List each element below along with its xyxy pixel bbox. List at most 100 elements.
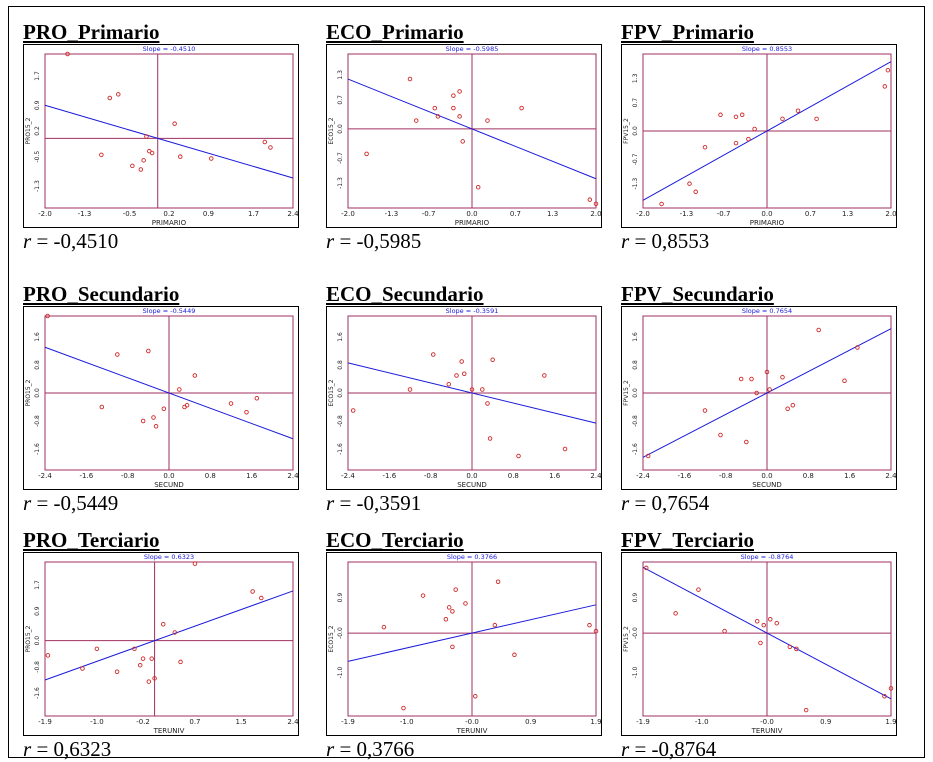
- x-tick-label: 2.4: [885, 472, 897, 480]
- data-point: [693, 189, 698, 195]
- y-tick-label: -1.6: [632, 443, 639, 455]
- x-tick-label: -1.6: [382, 472, 396, 480]
- data-point: [99, 152, 104, 158]
- x-tick-label: 0.2: [163, 210, 174, 218]
- correlation-value: -0,5449: [53, 491, 119, 515]
- y-tick-label: -1.3: [34, 180, 41, 192]
- regression-line: [347, 78, 597, 180]
- x-axis-label: TERUNIV: [153, 727, 185, 735]
- data-point: [262, 139, 268, 145]
- x-tick-label: -2.0: [341, 210, 355, 218]
- data-point: [780, 374, 785, 380]
- scatter-svg: -2.0 -1.3 -0.7 0.0 0.7 1.3 2.0 1.3 0.7 0.0 -0.7 -1.…: [326, 44, 602, 228]
- x-tick-label: -2.4: [38, 472, 52, 480]
- correlation-value: 0,7654: [651, 491, 710, 515]
- data-point: [65, 51, 70, 57]
- correlation-value: -0,8764: [651, 737, 717, 761]
- data-point: [485, 118, 490, 123]
- data-point: [754, 618, 760, 624]
- data-point: [130, 163, 135, 169]
- data-point: [733, 114, 739, 120]
- x-tick-label: -0.0: [760, 718, 774, 726]
- y-tick-label: -1.3: [632, 178, 639, 190]
- data-point: [702, 144, 708, 150]
- y-tick-label: 0.0: [632, 126, 639, 136]
- correlation-value: 0,6323: [53, 737, 112, 761]
- y-tick-label: 1.6: [632, 332, 639, 342]
- data-point: [446, 605, 452, 610]
- correlation-label: r = 0,3766: [326, 737, 415, 761]
- x-tick-label: 0.9: [525, 718, 536, 726]
- data-point: [460, 139, 465, 144]
- x-tick-label: 0.0: [761, 210, 772, 218]
- y-tick-label: -0.7: [632, 153, 639, 165]
- data-point: [764, 369, 770, 375]
- x-tick-label: -0.8: [424, 472, 438, 480]
- data-point: [435, 114, 441, 119]
- data-point: [457, 89, 462, 94]
- correlation-value: -0,4510: [53, 229, 119, 253]
- data-point: [144, 134, 149, 139]
- scatter-svg: -1.9 -1.0 -0.0 0.9 1.9 0.9 -0.0 -1.0 Slope = -0.…: [621, 552, 897, 736]
- x-axis-label: TERUNIV: [751, 727, 783, 735]
- data-point: [137, 662, 143, 668]
- plot-border: [326, 552, 602, 736]
- x-tick-label: 0.0: [466, 210, 477, 218]
- data-point: [888, 686, 894, 691]
- data-point: [420, 593, 426, 598]
- data-point: [446, 381, 451, 387]
- scatter-plot: -2.4 -1.6 -0.8 0.0 0.8 1.6 2.4 1.6 0.8 0.0 -0.8 -1.…: [23, 306, 299, 490]
- x-tick-label: 0.7: [510, 210, 521, 218]
- data-point: [259, 595, 264, 601]
- scatter-svg: -1.9 -1.0 -0.2 0.7 1.5 2.4 1.7 0.9 0.0 -0.8 -1.6 Sl…: [23, 552, 299, 736]
- data-point: [490, 357, 495, 363]
- scatter-svg: -1.9 -1.0 -0.0 0.9 1.9 0.9 -0.0 -1.0 Slope = 0.3…: [326, 552, 602, 736]
- x-axis-label: TERUNIV: [456, 727, 488, 735]
- x-tick-label: 2.0: [590, 210, 601, 218]
- data-point: [99, 404, 105, 410]
- data-point: [473, 694, 478, 699]
- data-point: [149, 656, 154, 661]
- slope-label: Slope = -0.4510: [143, 45, 196, 53]
- panel-title: FPV_Terciario: [621, 528, 754, 552]
- y-tick-label: -0.0: [632, 627, 639, 639]
- data-point: [172, 121, 177, 126]
- data-point: [153, 423, 159, 429]
- data-point: [855, 345, 860, 350]
- data-point: [430, 352, 436, 357]
- data-point: [453, 587, 458, 592]
- y-tick-label: 0.7: [337, 95, 344, 105]
- x-tick-label: 0.7: [805, 210, 816, 218]
- data-point: [512, 652, 517, 658]
- data-point: [140, 656, 146, 661]
- data-point: [702, 408, 708, 413]
- data-point: [463, 601, 468, 606]
- y-tick-label: 0.9: [337, 593, 344, 603]
- x-tick-label: -2.0: [38, 210, 52, 218]
- y-tick-label: -0.7: [337, 152, 344, 164]
- plot-border: [23, 306, 299, 490]
- data-point: [94, 646, 100, 652]
- x-tick-label: 0.8: [205, 472, 216, 480]
- x-tick-label: -0.8: [719, 472, 733, 480]
- data-point: [450, 644, 455, 650]
- data-point: [767, 387, 772, 392]
- data-point: [45, 313, 50, 319]
- data-point: [882, 84, 888, 89]
- panel-title: ECO_Terciario: [326, 528, 464, 552]
- data-point: [722, 628, 727, 634]
- y-tick-label: 0.0: [337, 124, 344, 134]
- correlation-label: r = -0,8764: [621, 737, 717, 761]
- data-point: [593, 201, 599, 207]
- x-tick-label: 2.0: [885, 210, 896, 218]
- y-tick-label: 0.0: [632, 388, 639, 398]
- data-point: [228, 401, 234, 406]
- data-point: [469, 387, 475, 392]
- data-point: [814, 116, 819, 122]
- scatter-svg: -2.4 -1.6 -0.8 0.0 0.8 1.6 2.4 1.6 0.8 0.0 -0.8 -1.…: [621, 306, 897, 490]
- data-point: [80, 666, 85, 671]
- figure-frame: [8, 6, 925, 758]
- data-point: [842, 378, 847, 383]
- x-tick-label: 1.6: [844, 472, 856, 480]
- data-point: [141, 158, 146, 163]
